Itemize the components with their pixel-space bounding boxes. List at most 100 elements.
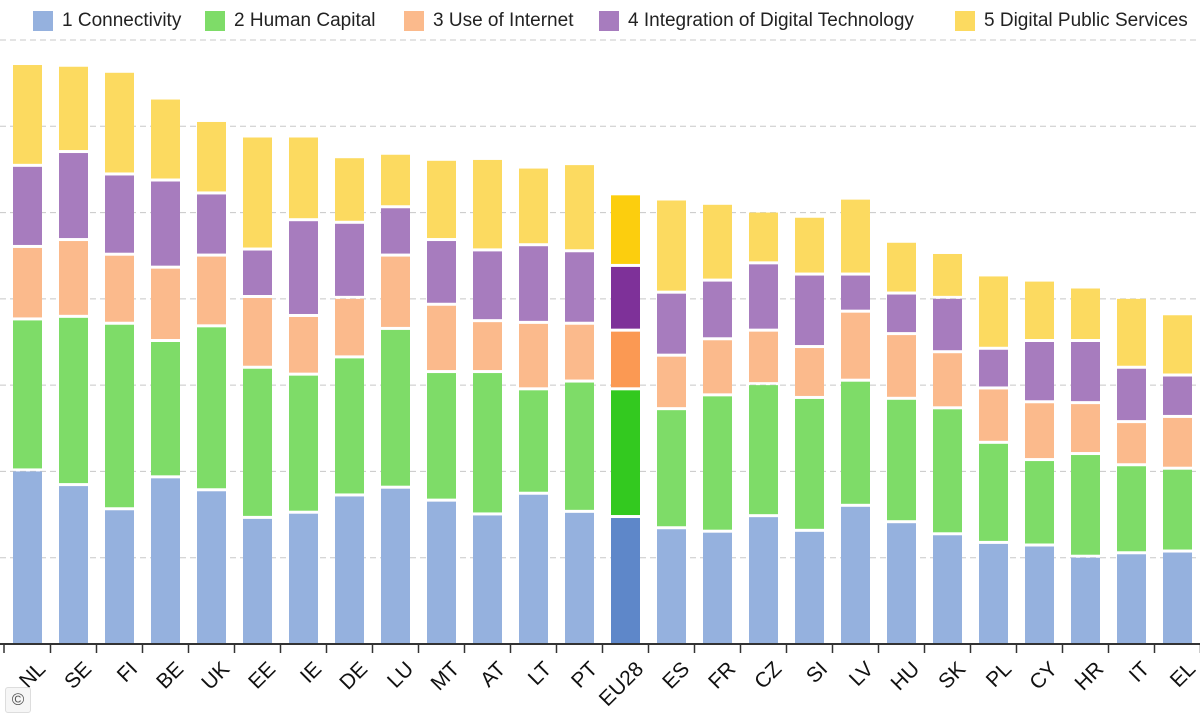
bar-segment-si-1 [795, 531, 824, 644]
bar-segment-sk-1 [933, 535, 962, 644]
bar-segment-cz-1 [749, 517, 778, 644]
bar-segment-lu-5 [381, 154, 410, 206]
bar-segment-hr-2 [1071, 455, 1100, 555]
bar-segment-hr-4 [1071, 342, 1100, 402]
x-tick-label-pl: PL [982, 657, 1016, 691]
bar-segment-hu-1 [887, 523, 916, 644]
x-tick-label-hr: HR [1071, 657, 1109, 695]
bar-segment-ee-1 [243, 518, 272, 644]
bar-segment-mt-2 [427, 373, 456, 499]
x-tick-label-si: SI [802, 657, 832, 687]
bar-segment-pl-3 [979, 389, 1008, 441]
bar-segment-lv-3 [841, 312, 870, 379]
bar-segment-ie-5 [289, 137, 318, 219]
x-tick-label-hu: HU [887, 657, 925, 695]
bar-segment-it-2 [1117, 466, 1146, 552]
bar-segment-ee-2 [243, 368, 272, 516]
bar-segment-ee-3 [243, 297, 272, 366]
bar-segment-cy-4 [1025, 342, 1054, 401]
bar-segment-fi-5 [105, 72, 134, 173]
bar-segment-cz-2 [749, 385, 778, 515]
legend-swatch-human-capital [205, 11, 225, 31]
bar-segment-uk-2 [197, 327, 226, 489]
bar-segment-be-1 [151, 478, 180, 644]
bar-segment-fr-5 [703, 204, 732, 279]
bar-segment-de-1 [335, 496, 364, 644]
bar-segment-cy-1 [1025, 546, 1054, 644]
bar-segment-ie-1 [289, 513, 318, 644]
bar-segment-fr-1 [703, 532, 732, 644]
bar-segment-pt-1 [565, 512, 594, 644]
bar-segment-it-5 [1117, 298, 1146, 366]
bar-segment-pl-4 [979, 349, 1008, 387]
x-tick-label-lv: LV [845, 657, 878, 690]
bar-segment-cy-3 [1025, 403, 1054, 459]
bar-segment-nl-2 [13, 320, 42, 469]
bar-segment-es-1 [657, 529, 686, 644]
bar-segment-se-2 [59, 317, 88, 484]
bar-segment-sk-4 [933, 298, 962, 351]
x-tick-label-de: DE [335, 657, 372, 694]
bar-segment-lv-1 [841, 506, 870, 644]
x-tick-label-it: IT [1125, 657, 1155, 687]
bar-segment-lt-3 [519, 323, 548, 388]
bar-segment-lu-1 [381, 488, 410, 644]
bar-segment-hu-4 [887, 294, 916, 333]
x-tick-label-lt: LT [524, 657, 557, 690]
bar-segment-hu-2 [887, 399, 916, 521]
bar-segment-es-3 [657, 356, 686, 408]
bar-segment-lt-4 [519, 246, 548, 321]
bar-segment-hr-1 [1071, 557, 1100, 644]
bar-segment-pt-5 [565, 165, 594, 250]
bar-segment-at-3 [473, 322, 502, 371]
bar-segment-si-4 [795, 275, 824, 346]
bar-segment-be-5 [151, 99, 180, 179]
legend-item-digital-public-services: 5 Digital Public Services [955, 10, 1188, 32]
chart-legend: 1 Connectivity 2 Human Capital 3 Use of … [0, 0, 1200, 40]
bar-segment-cz-3 [749, 331, 778, 383]
bar-segment-cz-5 [749, 212, 778, 262]
bar-segment-fr-4 [703, 281, 732, 338]
bar-segment-hu-5 [887, 242, 916, 292]
bar-segment-it-1 [1117, 554, 1146, 644]
x-tick-label-el: EL [1166, 657, 1200, 691]
legend-label-connectivity: 1 Connectivity [62, 10, 182, 31]
bar-segment-nl-4 [13, 166, 42, 245]
bar-segment-nl-3 [13, 247, 42, 318]
x-tick-label-se: SE [60, 657, 96, 693]
bar-segment-es-2 [657, 410, 686, 527]
bar-segment-el-4 [1163, 376, 1192, 415]
bar-segment-pt-3 [565, 324, 594, 380]
bar-segment-pl-2 [979, 443, 1008, 541]
bar-segment-eu28-1 [611, 518, 640, 644]
bar-segment-hr-5 [1071, 288, 1100, 339]
bar-segment-hr-3 [1071, 404, 1100, 453]
bar-segment-uk-1 [197, 491, 226, 644]
legend-label-human-capital: 2 Human Capital [234, 10, 376, 31]
x-tick-label-cz: CZ [750, 657, 786, 693]
bar-segment-se-1 [59, 486, 88, 644]
bar-segment-si-5 [795, 217, 824, 273]
bar-segment-eu28-5 [611, 195, 640, 264]
bar-segment-sk-3 [933, 353, 962, 407]
bar-segment-ie-3 [289, 316, 318, 373]
bar-segment-pl-1 [979, 543, 1008, 644]
legend-item-use-of-internet: 3 Use of Internet [404, 10, 573, 32]
bar-segment-lu-4 [381, 208, 410, 254]
x-tick-label-at: AT [476, 657, 510, 691]
bar-segment-lu-2 [381, 329, 410, 486]
legend-swatch-digital-public-services [955, 11, 975, 31]
bar-segment-lt-2 [519, 390, 548, 492]
x-tick-label-fi: FI [113, 657, 142, 686]
bar-segment-de-4 [335, 223, 364, 296]
legend-swatch-use-of-internet [404, 11, 424, 31]
bar-stacks [13, 65, 1192, 644]
bar-segment-nl-1 [13, 471, 42, 644]
bar-segment-uk-3 [197, 256, 226, 325]
bar-segment-eu28-3 [611, 331, 640, 388]
bar-segment-pt-2 [565, 382, 594, 510]
bar-segment-si-3 [795, 348, 824, 396]
bar-segment-fi-1 [105, 510, 134, 644]
